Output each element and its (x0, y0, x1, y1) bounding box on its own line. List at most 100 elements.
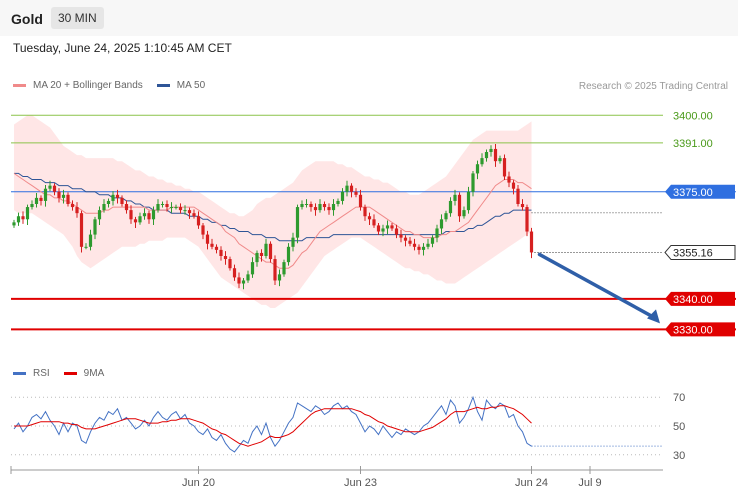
candle-body (507, 176, 511, 183)
ma9-swatch (63, 372, 77, 375)
candle-body (516, 188, 520, 204)
candle-body (520, 204, 525, 208)
rsi-tick-30: 30 (673, 450, 685, 462)
candle-body (174, 207, 178, 209)
credit-text: Research © 2025 Trading Central (578, 81, 728, 92)
candle-body (394, 228, 399, 235)
candle-body (25, 207, 30, 220)
candle-body (12, 222, 16, 226)
candle-body (264, 243, 268, 256)
candle-body (331, 204, 336, 211)
level-label-3375.00: 3375.00 (673, 187, 713, 199)
candle-body (196, 216, 201, 226)
main-legend: MA 20 + Bollinger Bands MA 50 (13, 80, 205, 91)
candle-body (444, 213, 448, 220)
candle-body (502, 158, 507, 177)
candle-body (160, 204, 165, 205)
x-tick-label: Jun 24 (515, 477, 548, 489)
candle-body (358, 194, 363, 208)
level-label-3330.00: 3330.00 (673, 324, 713, 336)
timestamp: Tuesday, June 24, 2025 1:10:45 AM CET (13, 41, 232, 55)
candle-body (75, 207, 79, 214)
rsi-ma9-line (14, 405, 532, 447)
last-price-label: 3355.16 (673, 247, 713, 259)
candle-body (201, 225, 205, 235)
candle-body (300, 204, 304, 208)
candle-body (493, 148, 498, 162)
candle-body (84, 246, 88, 248)
candle-body (57, 191, 61, 198)
candle-body (133, 219, 138, 223)
candle-body (187, 210, 192, 214)
chart-header (0, 0, 738, 36)
candle-body (327, 207, 331, 211)
candle-body (232, 268, 237, 278)
candle-body (34, 197, 39, 204)
candle-body (178, 207, 183, 211)
candle-body (142, 213, 147, 217)
candle-body (439, 219, 444, 229)
level-tag-3375.00 (665, 184, 735, 199)
rsi-legend: RSI 9MA (13, 368, 104, 379)
candle-body (363, 207, 367, 217)
candle-body (336, 200, 340, 204)
candle-body (475, 164, 480, 174)
candle-body (295, 207, 300, 238)
candle-body (115, 194, 120, 198)
candle-body (435, 228, 439, 238)
candle-body (43, 188, 48, 201)
candle-body (52, 185, 57, 192)
last-price-tag (664, 244, 736, 260)
candle-body (322, 204, 327, 208)
candle-body (169, 207, 174, 209)
candle-body (183, 210, 187, 212)
candle-body (30, 204, 34, 208)
candle-body (129, 210, 133, 220)
candle-body (106, 200, 111, 204)
candle-body (313, 207, 318, 211)
rsi-swatch (13, 372, 26, 375)
ma50-line (14, 172, 532, 242)
candle-body (385, 225, 390, 229)
timeframe-button[interactable]: 30 MIN (51, 7, 104, 29)
candle-body (277, 274, 282, 281)
candle-body (79, 213, 84, 247)
candle-body (430, 237, 435, 244)
level-label-3340.00: 3340.00 (673, 294, 713, 306)
candle-body (241, 280, 246, 284)
candle-body (124, 204, 129, 211)
rsi-tick-50: 50 (673, 421, 685, 433)
candle-body (417, 246, 421, 250)
candle-body (66, 194, 70, 204)
candle-body (228, 259, 232, 269)
candle-body (223, 256, 228, 260)
candle-body (156, 204, 160, 211)
candle-body (93, 219, 97, 235)
level-label-3400.00: 3400.00 (673, 110, 713, 122)
candle-body (111, 194, 115, 201)
candle-body (237, 277, 241, 284)
level-tag-3340.00 (665, 291, 735, 306)
candle-body (97, 210, 102, 220)
level-label-3391.00: 3391.00 (673, 138, 713, 150)
candle-body (354, 191, 358, 195)
candle-body (525, 207, 529, 232)
bollinger-band (14, 115, 532, 308)
candle-body (273, 259, 277, 281)
candle-body (291, 237, 295, 247)
candle-body (511, 182, 516, 189)
candle-body (120, 197, 124, 204)
candle-body (421, 246, 426, 250)
candle-body (304, 204, 309, 205)
candle-body (372, 219, 376, 226)
candle-body (457, 194, 462, 217)
candle-body (484, 152, 489, 159)
candle-body (340, 191, 345, 201)
rsi-legend-label: RSI (33, 368, 50, 379)
candle-body (210, 243, 214, 247)
candle-body (286, 246, 291, 263)
x-tick-label: Jun 23 (344, 477, 377, 489)
candle-body (138, 216, 142, 223)
x-tick-label: Jul 9 (578, 477, 601, 489)
